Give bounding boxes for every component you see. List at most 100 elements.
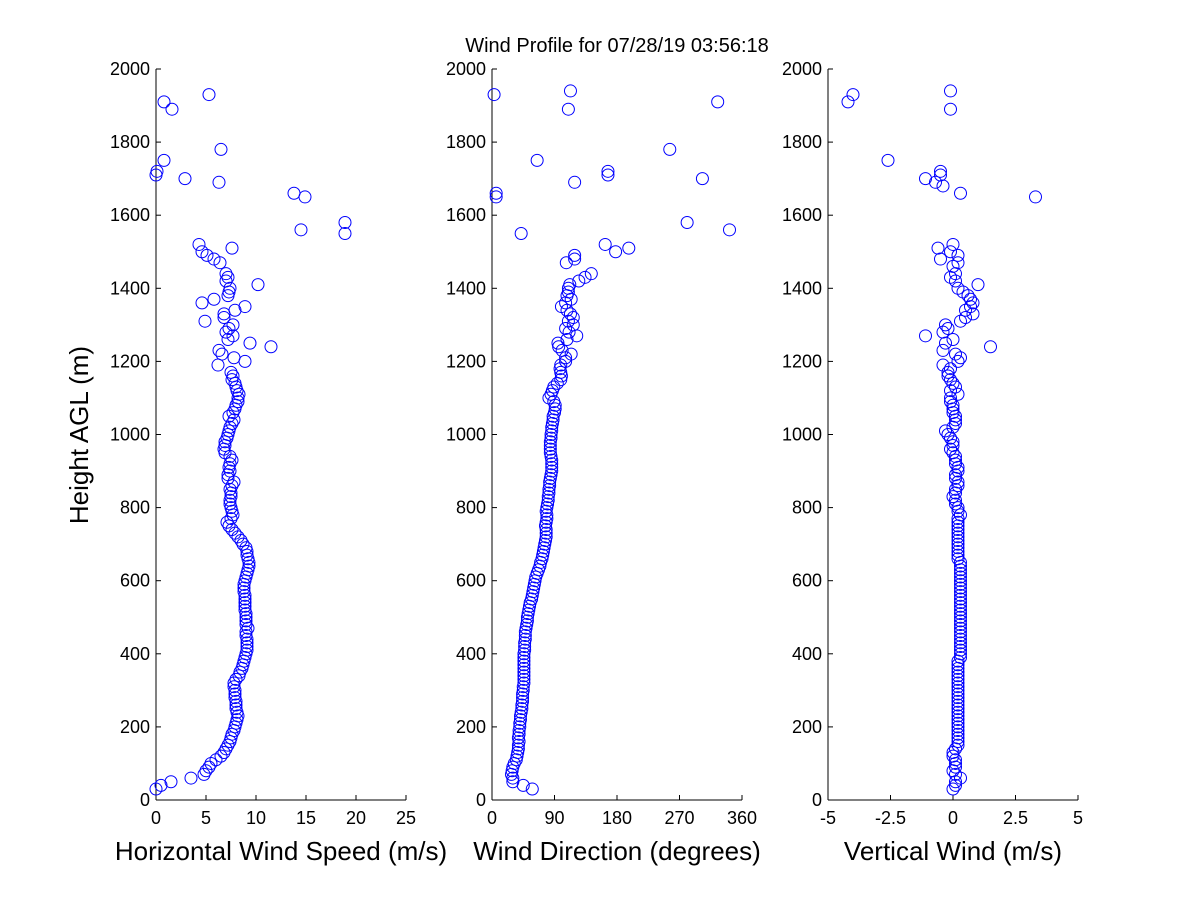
data-point [517, 661, 531, 675]
data-point [946, 446, 960, 460]
x-tick-label: 25 [396, 808, 416, 828]
x-tick-label: 0 [487, 808, 497, 828]
y-tick-label: 1200 [446, 351, 486, 371]
data-point [240, 636, 254, 650]
data-point [949, 453, 962, 467]
y-tick-label: 200 [456, 717, 486, 737]
data-point [219, 274, 233, 288]
y-tick-label: 400 [120, 644, 150, 664]
data-point [539, 526, 553, 540]
data-point [984, 340, 997, 354]
data-point [951, 387, 965, 401]
data-point [951, 544, 965, 558]
data-point [225, 453, 239, 467]
data-point [949, 468, 962, 482]
data-point [951, 669, 965, 683]
data-point [946, 745, 960, 759]
data-point [951, 515, 965, 529]
data-point [559, 322, 573, 336]
data-point [215, 347, 229, 361]
data-point [954, 650, 967, 664]
data-point [251, 278, 265, 292]
x-tick-label: 20 [346, 808, 366, 828]
data-point [951, 709, 965, 723]
data-point [217, 311, 231, 325]
data-point [954, 647, 967, 661]
data-point [229, 702, 243, 716]
data-point [951, 727, 965, 741]
data-point [954, 592, 967, 606]
data-point [202, 760, 216, 774]
data-point [517, 669, 531, 683]
data-point [949, 482, 962, 496]
data-point [228, 303, 242, 317]
data-point [543, 442, 557, 456]
y-tick-label: 2000 [446, 59, 486, 79]
data-point [601, 168, 615, 182]
data-point [946, 376, 960, 390]
data-point [543, 446, 557, 460]
data-point [226, 369, 240, 383]
x-tick-label: 270 [664, 808, 694, 828]
data-point [520, 614, 534, 628]
data-point [954, 607, 967, 621]
x-tick-label: -2.5 [875, 808, 906, 828]
data-point [951, 691, 965, 705]
data-point [663, 142, 677, 156]
data-point [562, 325, 576, 339]
data-point [238, 599, 252, 613]
data-point [517, 650, 531, 664]
data-point [227, 676, 241, 690]
data-point [517, 658, 531, 672]
data-point [545, 460, 559, 474]
data-point [516, 683, 530, 697]
data-point [178, 172, 192, 186]
x-tick-label: 90 [544, 808, 564, 828]
data-point [951, 533, 965, 547]
data-point [954, 632, 967, 646]
data-point [941, 428, 955, 441]
data-point [561, 285, 575, 299]
data-point [946, 435, 960, 449]
y-tick-label: 1800 [446, 132, 486, 152]
data-point [236, 537, 250, 551]
data-point [944, 245, 957, 259]
y-tick-label: 1600 [446, 205, 486, 225]
data-point [545, 457, 559, 471]
x-axis-label: Wind Direction (degrees) [473, 836, 761, 866]
data-point [723, 223, 736, 237]
y-axis-label: Height AGL (m) [64, 346, 94, 524]
data-point [513, 713, 527, 727]
data-point [157, 95, 171, 109]
data-point [598, 237, 612, 251]
y-tick-label: 400 [792, 644, 822, 664]
data-point [514, 226, 528, 240]
data-point [239, 625, 253, 639]
data-point [547, 395, 561, 409]
data-point [487, 88, 501, 102]
data-point [946, 490, 960, 504]
data-point [951, 702, 965, 716]
data-point [517, 672, 531, 686]
x-tick-label: 0 [151, 808, 161, 828]
data-point [294, 223, 308, 237]
data-point [609, 245, 623, 259]
data-point [561, 314, 575, 328]
data-point [239, 614, 253, 628]
data-point [971, 278, 985, 292]
data-point [515, 702, 529, 716]
data-point [1029, 190, 1042, 204]
data-point [198, 314, 212, 328]
data-point [222, 322, 236, 336]
data-point [951, 512, 965, 526]
data-point [551, 336, 565, 350]
data-point [239, 629, 253, 643]
data-point [518, 632, 532, 646]
data-point [225, 523, 239, 537]
data-point [219, 742, 233, 756]
data-point [951, 548, 965, 562]
data-point [560, 332, 574, 346]
data-point [934, 164, 947, 178]
data-point [212, 175, 226, 189]
data-point [243, 336, 257, 350]
